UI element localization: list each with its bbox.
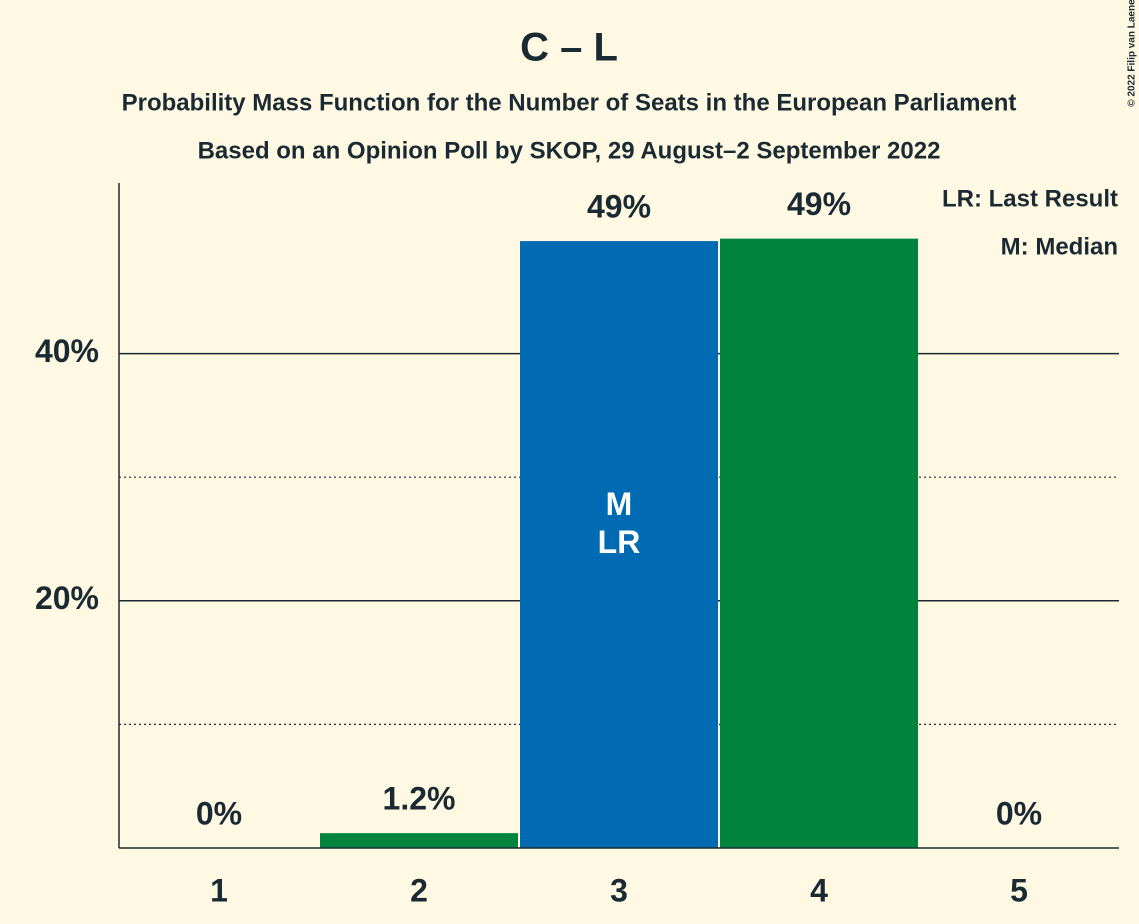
- value-label: 49%: [587, 189, 651, 225]
- x-tick-label: 4: [810, 872, 828, 908]
- value-label: 49%: [787, 186, 851, 222]
- y-tick-label: 40%: [35, 333, 99, 369]
- chart-subtitle: Probability Mass Function for the Number…: [122, 89, 1017, 116]
- value-label: 0%: [996, 795, 1042, 831]
- value-label: 1.2%: [383, 781, 456, 817]
- x-tick-label: 2: [410, 872, 428, 908]
- bar: [320, 833, 518, 848]
- x-tick-label: 5: [1010, 872, 1028, 908]
- copyright: © 2022 Filip van Laenen: [1127, 0, 1138, 107]
- bar: [520, 241, 718, 849]
- x-tick-label: 1: [210, 872, 228, 908]
- value-label: 0%: [196, 795, 242, 831]
- bar: [720, 238, 918, 848]
- y-tick-label: 20%: [35, 580, 99, 616]
- chart-subtitle: Based on an Opinion Poll by SKOP, 29 Aug…: [198, 137, 941, 164]
- bar-annotation: LR: [598, 524, 641, 560]
- chart-title: C – L: [520, 26, 618, 70]
- legend-entry: M: Median: [1001, 233, 1118, 260]
- legend-entry: LR: Last Result: [942, 185, 1118, 212]
- x-tick-label: 3: [610, 872, 628, 908]
- bar-annotation: M: [606, 486, 633, 522]
